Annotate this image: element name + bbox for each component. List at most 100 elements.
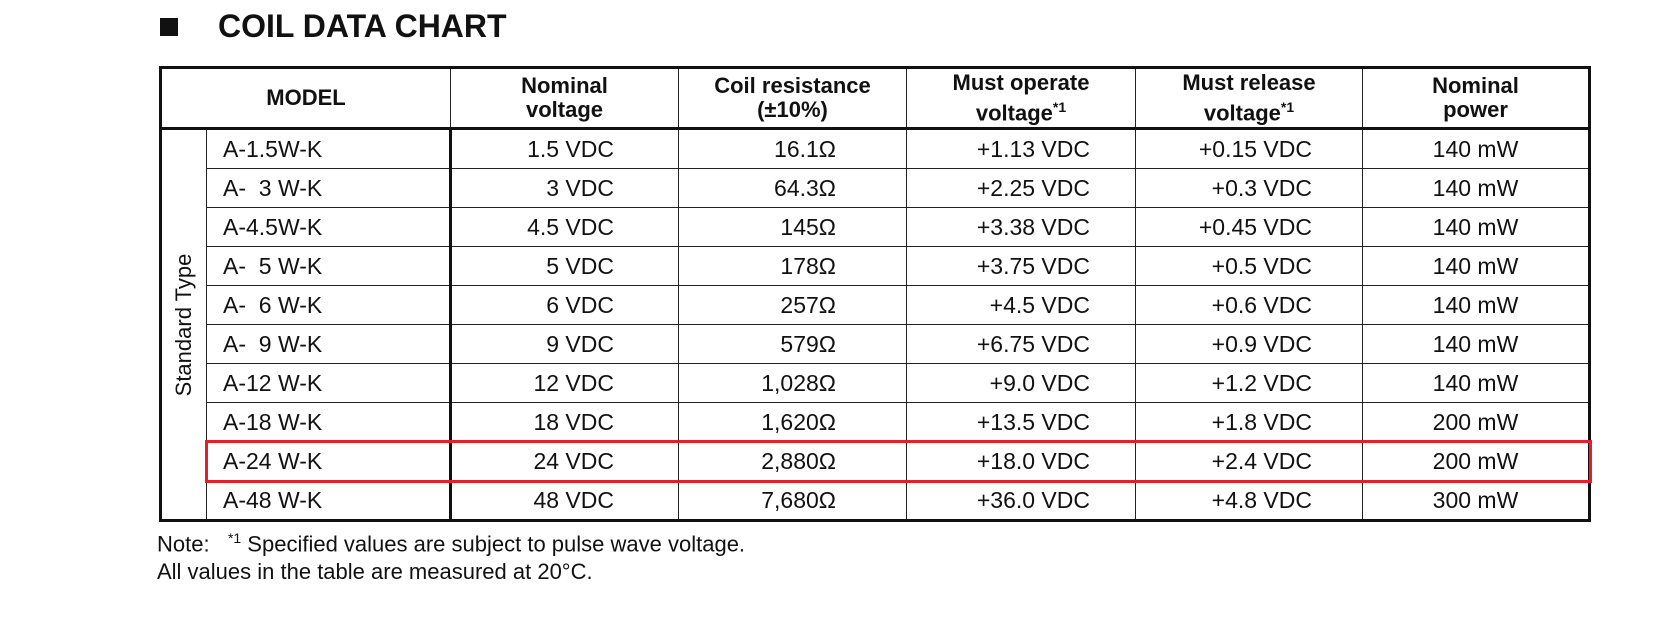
cell: +36.0 VDC (906, 480, 1136, 521)
cell: +9.0 VDC (906, 363, 1136, 403)
cell: +6.75 VDC (906, 324, 1136, 364)
header-text: Must release (1182, 69, 1316, 95)
header-text: MODEL (266, 85, 346, 110)
cell: 1,620Ω (678, 402, 907, 442)
header-cell: MODEL (160, 67, 451, 130)
cell: 300 mW (1362, 480, 1590, 521)
cell: 2,880Ω (678, 441, 907, 481)
header-text: power (1443, 97, 1508, 122)
data-row: A- 6 W-K 6 VDC 257Ω +4.5 VDC +0.6 VDC 140 mW (161, 285, 1590, 325)
cell: A- 3 W-K (206, 168, 452, 208)
header-text: voltage (525, 97, 604, 122)
header-sup: *1 (1280, 98, 1295, 115)
cell: +1.13 VDC (906, 128, 1136, 169)
cell: 48 VDC (450, 480, 679, 521)
cell: A- 9 W-K (206, 324, 452, 364)
cell: +4.5 VDC (906, 285, 1136, 325)
coil-table: MODEL Nominal voltage Coil resistance (±10%)… (159, 66, 1591, 522)
note-text: Specified values are subject to pulse wa… (247, 531, 746, 557)
cell: +3.38 VDC (906, 207, 1136, 247)
cell: 16.1Ω (678, 128, 907, 169)
header-row: MODEL Nominal voltage Coil resistance (±10%)… (160, 67, 1590, 130)
cell: 1.5 VDC (450, 128, 679, 169)
note-sup: *1 (227, 530, 242, 546)
cell: +18.0 VDC (906, 441, 1136, 481)
data-row: A-12 W-K 12 VDC 1,028Ω +9.0 VDC +1.2 VDC 140 … (161, 363, 1590, 403)
cell: 18 VDC (450, 402, 679, 442)
cell: A-1.5W-K (206, 128, 452, 169)
cell: 5 VDC (450, 246, 679, 286)
cell: 140 mW (1362, 246, 1590, 286)
title-text: COIL DATA CHART (218, 8, 507, 44)
cell: +0.9 VDC (1135, 324, 1363, 364)
cell: 579Ω (678, 324, 907, 364)
cell: +0.15 VDC (1135, 128, 1363, 169)
cell: +3.75 VDC (906, 246, 1136, 286)
note: Note: *1 Specified values are subject to… (157, 524, 745, 586)
cell: 140 mW (1362, 363, 1590, 403)
cell: A-24 W-K (206, 441, 452, 481)
note-label: Note: (157, 531, 210, 557)
cell: 64.3Ω (678, 168, 907, 208)
cell: +4.8 VDC (1135, 480, 1363, 521)
cell: +1.2 VDC (1135, 363, 1363, 403)
header-text: Must operate (952, 69, 1090, 95)
cell: +0.3 VDC (1135, 168, 1363, 208)
cell: 200 mW (1362, 402, 1590, 442)
header-cell: Nominal power (1362, 67, 1590, 130)
cell: 140 mW (1362, 207, 1590, 247)
data-row: A-18 W-K 18 VDC 1,620Ω +13.5 VDC +1.8 VDC 200… (161, 402, 1590, 442)
cell: A-12 W-K (206, 363, 452, 403)
cell: 24 VDC (450, 441, 679, 481)
cell: 200 mW (1362, 441, 1590, 481)
cell: +0.5 VDC (1135, 246, 1363, 286)
header-cell: Coil resistance (±10%) (678, 67, 907, 130)
data-row: A-24 W-K 24 VDC 2,880Ω +18.0 VDC +2.4 VDC 200… (161, 441, 1590, 481)
header-cell: Must release voltage*1 (1135, 67, 1363, 130)
cell: A-18 W-K (206, 402, 452, 442)
cell: A- 5 W-K (206, 246, 452, 286)
header-text: Nominal (1432, 73, 1519, 98)
cell: 1,028Ω (678, 363, 907, 403)
note-line: All values in the table are measured at … (157, 559, 593, 585)
header-text: Nominal (521, 73, 608, 98)
cell: 140 mW (1362, 285, 1590, 325)
cell: 140 mW (1362, 168, 1590, 208)
cell: 6 VDC (450, 285, 679, 325)
cell: 12 VDC (450, 363, 679, 403)
data-row: A- 9 W-K 9 VDC 579Ω +6.75 VDC +0.9 VDC 140 mW (161, 324, 1590, 364)
header-text: voltage (975, 100, 1053, 126)
cell: +0.6 VDC (1135, 285, 1363, 325)
cell: +2.4 VDC (1135, 441, 1363, 481)
header-sup: *1 (1052, 98, 1067, 115)
data-row: Standard Type A-1.5W-K 1.5 VDC 16.1Ω +1.13 V… (160, 128, 1590, 521)
group-label: Standard Type (171, 253, 196, 396)
header-text: (±10%) (757, 97, 828, 122)
header-cell: Nominal voltage (450, 67, 679, 130)
cell: +1.8 VDC (1135, 402, 1363, 442)
data-row: A-4.5W-K 4.5 VDC 145Ω +3.38 VDC +0.45 VDC 140… (161, 207, 1590, 247)
cell: 145Ω (678, 207, 907, 247)
cell: A-4.5W-K (206, 207, 452, 247)
data-row: A- 3 W-K 3 VDC 64.3Ω +2.25 VDC +0.3 VDC 140 m… (161, 168, 1590, 208)
cell: +13.5 VDC (906, 402, 1136, 442)
bullet (160, 17, 178, 36)
cell: 140 mW (1362, 324, 1590, 364)
cell: 178Ω (678, 246, 907, 286)
cell: A- 6 W-K (206, 285, 452, 325)
cell: 4.5 VDC (450, 207, 679, 247)
data-row: A-48 W-K 48 VDC 7,680Ω +36.0 VDC +4.8 VDC 300… (161, 480, 1590, 521)
cell: 7,680Ω (678, 480, 907, 521)
data-row: A- 5 W-K 5 VDC 178Ω +3.75 VDC +0.5 VDC 140 mW (161, 246, 1590, 286)
cell: 9 VDC (450, 324, 679, 364)
cell: +0.45 VDC (1135, 207, 1363, 247)
cell: A-48 W-K (206, 480, 452, 521)
header-text: Coil resistance (714, 73, 871, 98)
group-cell: Standard Type (160, 128, 207, 521)
note-line: Note: *1 Specified values are subject to… (157, 524, 745, 558)
cell: 257Ω (678, 285, 907, 325)
title: COIL DATA CHART (160, 8, 507, 45)
cell: 3 VDC (450, 168, 679, 208)
header-cell: Must operate voltage*1 (906, 67, 1136, 130)
